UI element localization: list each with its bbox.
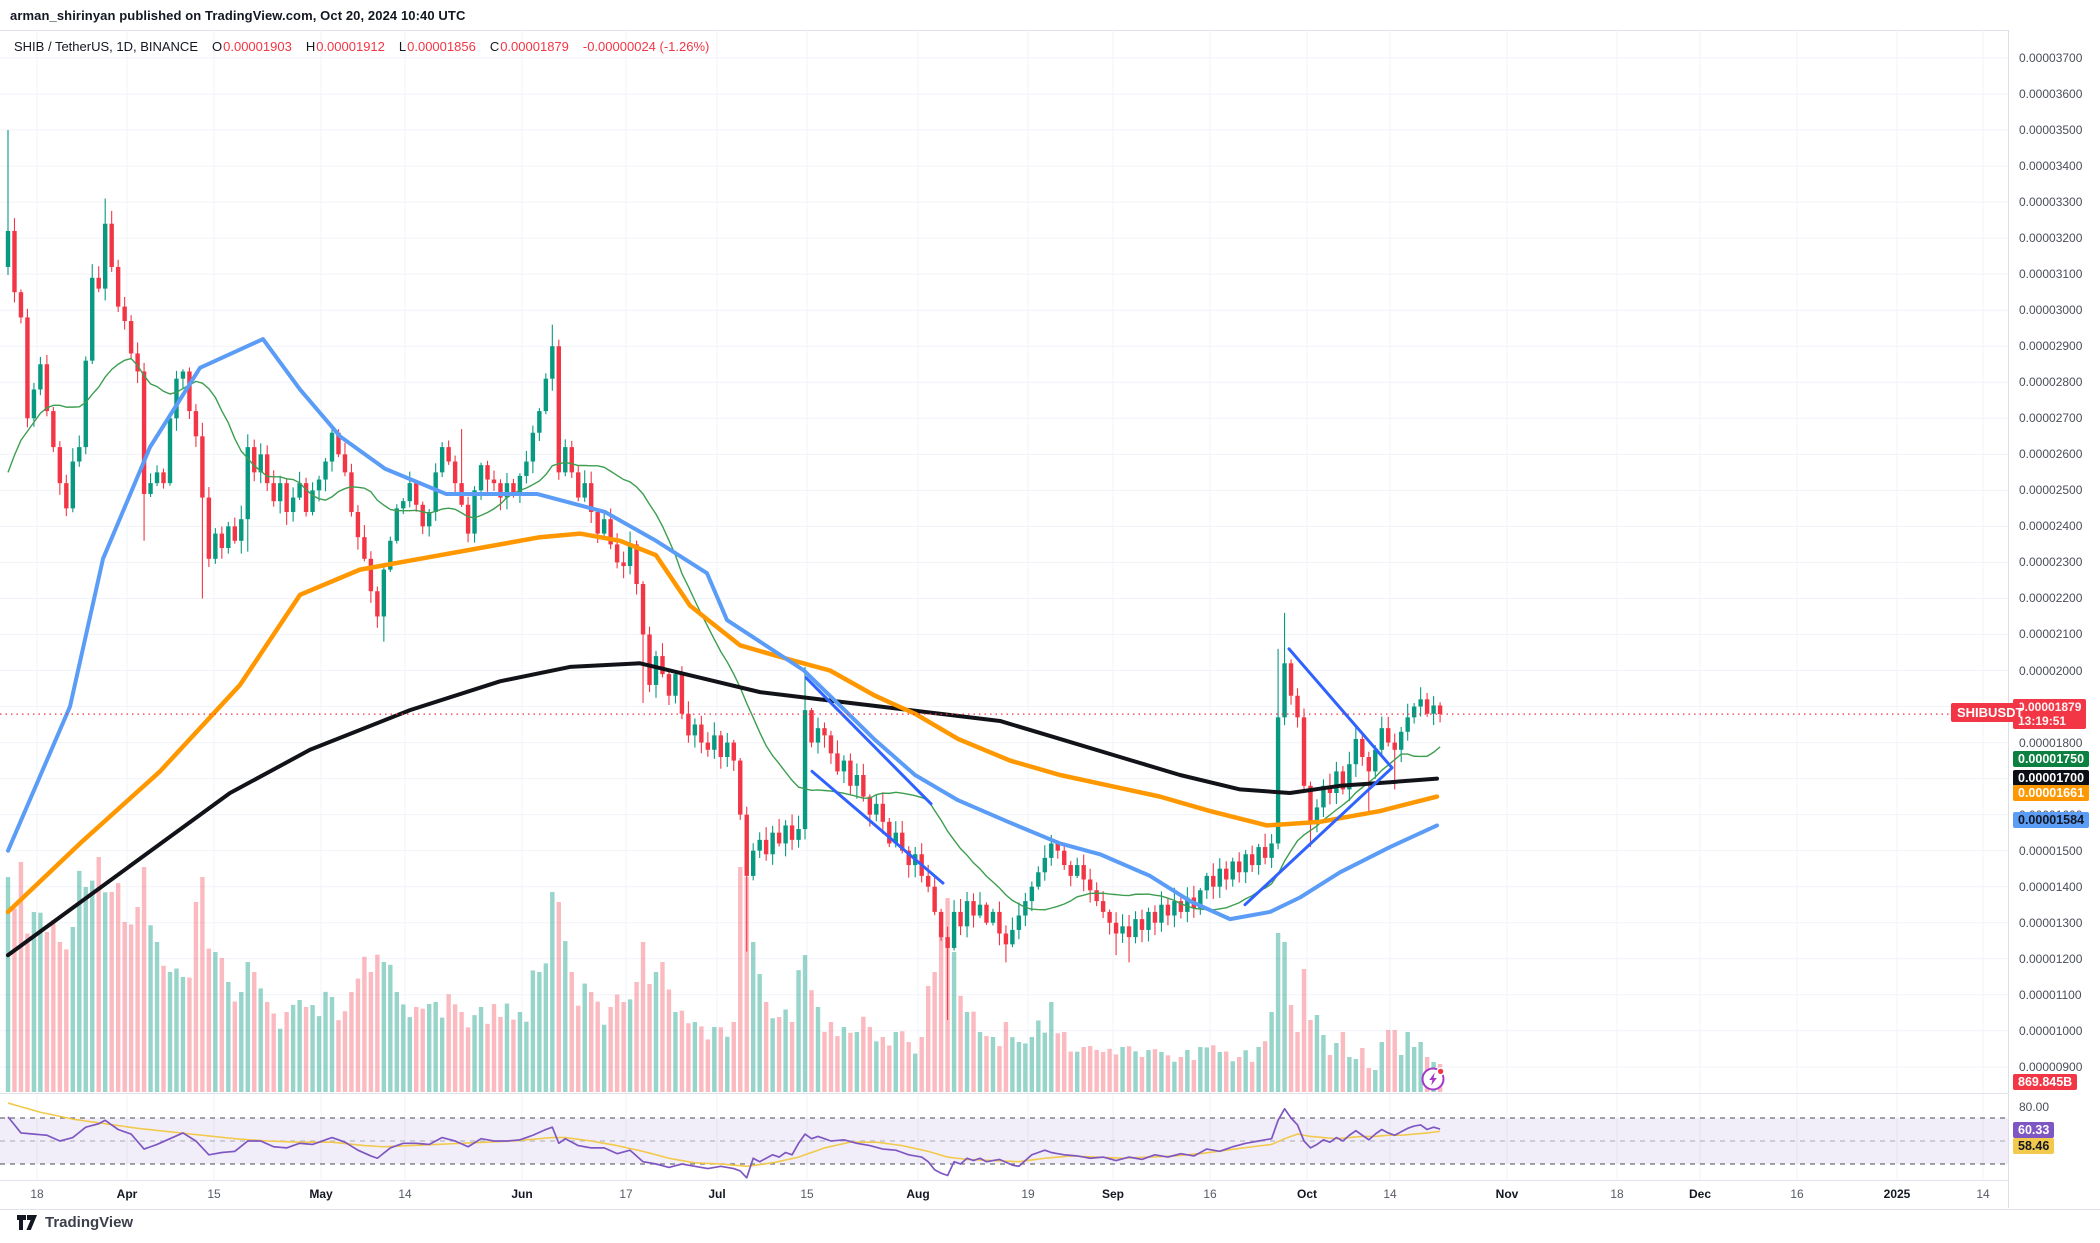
chart-legend[interactable]: SHIB / TetherUS, 1D, BINANCE O0.00001903… (14, 36, 709, 56)
price-axis-label: 0.00000900 (2019, 1059, 2083, 1074)
oct-triangle-upper (1287, 647, 1394, 770)
axis-tag-ma[interactable]: 0.00001700 (2013, 770, 2090, 786)
time-tick-15[interactable]: 15 (800, 1187, 814, 1201)
price-axis-label: 0.00003300 (2019, 195, 2083, 210)
price-axis-label: 0.00002200 (2019, 591, 2083, 606)
rsi-pane (0, 1102, 2008, 1179)
ma-orange-line (5, 531, 1440, 915)
gridlines (0, 30, 2008, 1180)
time-tick-Jul[interactable]: Jul (708, 1187, 726, 1201)
time-tick-Oct[interactable]: Oct (1296, 1187, 1318, 1201)
price-axis-label: 0.00001300 (2019, 915, 2083, 930)
time-tick-Dec[interactable]: Dec (1688, 1187, 1712, 1201)
price-axis-label: 0.00002000 (2019, 663, 2083, 678)
time-tick-15[interactable]: 15 (207, 1187, 221, 1201)
price-axis-label: 0.00003200 (2019, 231, 2083, 246)
footer-brand[interactable]: TradingView (16, 1214, 133, 1231)
time-tick-14[interactable]: 14 (398, 1187, 412, 1201)
time-tick-Nov[interactable]: Nov (1495, 1187, 1519, 1201)
price-axis-label: 0.00002100 (2019, 627, 2083, 642)
time-tick-18[interactable]: 18 (1610, 1187, 1624, 1201)
time-tick-Jun[interactable]: Jun (511, 1187, 533, 1201)
price-axis-label: 0.00003400 (2019, 159, 2083, 174)
ma-blue-line (6, 337, 1439, 922)
time-tick-14[interactable]: 14 (1383, 1187, 1397, 1201)
time-tick-16[interactable]: 16 (1790, 1187, 1804, 1201)
july-wedge-upper (804, 676, 933, 806)
time-tick-16[interactable]: 16 (1203, 1187, 1217, 1201)
price-axis-label: 0.00001100 (2019, 987, 2082, 1002)
price-axis-label: 0.00001200 (2019, 951, 2083, 966)
volume-bars (5, 857, 1443, 1092)
tradingview-logo (17, 1215, 37, 1230)
time-tick-Aug[interactable]: Aug (906, 1187, 930, 1201)
oct-triangle-lower (1243, 766, 1394, 907)
rsi-axis-label: 80.00 (2019, 1099, 2050, 1114)
time-tick-Sep[interactable]: Sep (1101, 1187, 1125, 1201)
price-axis-label: 0.00003600 (2019, 87, 2083, 102)
rsi-ma-line (7, 1102, 1441, 1168)
price-axis-label: 0.00002300 (2019, 555, 2083, 570)
axis-tag-rsi[interactable]: 60.33 (2013, 1122, 2055, 1138)
july-wedge-lower (810, 769, 945, 885)
time-tick-17[interactable]: 17 (619, 1187, 633, 1201)
time-axis[interactable]: 18 Apr 15 May 14 Jun 17 Jul 15 Aug 19 Sep 16 Oct 14 Nov… (0, 1180, 2100, 1210)
ohlc-low: L0.00001856 (398, 38, 476, 54)
time-tick-Apr[interactable]: Apr (116, 1187, 138, 1201)
price-axis-label: 0.00001400 (2019, 879, 2083, 894)
price-axis-label: 0.00003500 (2019, 123, 2083, 138)
price-axis-label: 0.00003100 (2019, 267, 2083, 282)
axis-tag-ma[interactable]: 0.00001661 (2013, 785, 2090, 801)
plot-area (0, 30, 2008, 1180)
price-axis-label: 0.00001800 (2019, 735, 2083, 750)
price-axis-label: 0.00002900 (2019, 339, 2083, 354)
rsi-line (7, 1107, 1441, 1179)
axis-tag-vol[interactable]: 869.845B (2013, 1074, 2078, 1090)
axis-tag-ma[interactable]: 0.00001750 (2013, 751, 2090, 767)
axis-tag-last[interactable]: 0.00001879 13:19:51 (2013, 699, 2087, 729)
price-axis-label: 0.00003700 (2019, 51, 2083, 65)
ohlc-open: O0.00001903 (212, 38, 292, 54)
ma-black-line (6, 661, 1439, 958)
price-axis[interactable]: 0.00003700 0.00003600 0.00003500 0.00003400… (2008, 30, 2100, 1208)
publish-info-text: arman_shirinyan published on TradingView… (10, 7, 466, 23)
flash-icon[interactable] (1421, 1067, 1445, 1091)
ohlc-high: H0.00001912 (305, 38, 385, 54)
ma-green-line (7, 357, 1441, 911)
time-tick-19[interactable]: 19 (1021, 1187, 1035, 1201)
price-axis-label: 0.00003000 (2019, 303, 2083, 318)
symbol-price-tag[interactable]: SHIBUSDT (1951, 703, 2023, 722)
price-axis-label: 0.00002500 (2019, 483, 2083, 498)
ohlc-close: C0.00001879 (489, 38, 569, 54)
tradingview-wordmark: TradingView (45, 1214, 134, 1231)
price-axis-label: 0.00001000 (2019, 1023, 2083, 1038)
price-axis-label: 0.00002800 (2019, 375, 2083, 390)
time-tick-May[interactable]: May (309, 1187, 333, 1201)
time-tick-18[interactable]: 18 (30, 1187, 44, 1201)
price-axis-label: 0.00002400 (2019, 519, 2083, 534)
publish-info-bar: arman_shirinyan published on TradingView… (0, 0, 2100, 31)
axis-tag-rsi[interactable]: 58.46 (2013, 1138, 2055, 1154)
time-tick-2025[interactable]: 2025 (1883, 1187, 1911, 1201)
symbol-title[interactable]: SHIB / TetherUS, 1D, BINANCE (14, 38, 198, 54)
price-axis-label: 0.00001500 (2019, 843, 2083, 858)
ohlc-change: -0.00000024 (-1.26%) (582, 38, 710, 54)
time-tick-14[interactable]: 14 (1976, 1187, 1990, 1201)
axis-tag-ma[interactable]: 0.00001584 (2013, 812, 2090, 828)
price-axis-label: 0.00002600 (2019, 447, 2083, 462)
price-axis-label: 0.00002700 (2019, 411, 2083, 426)
